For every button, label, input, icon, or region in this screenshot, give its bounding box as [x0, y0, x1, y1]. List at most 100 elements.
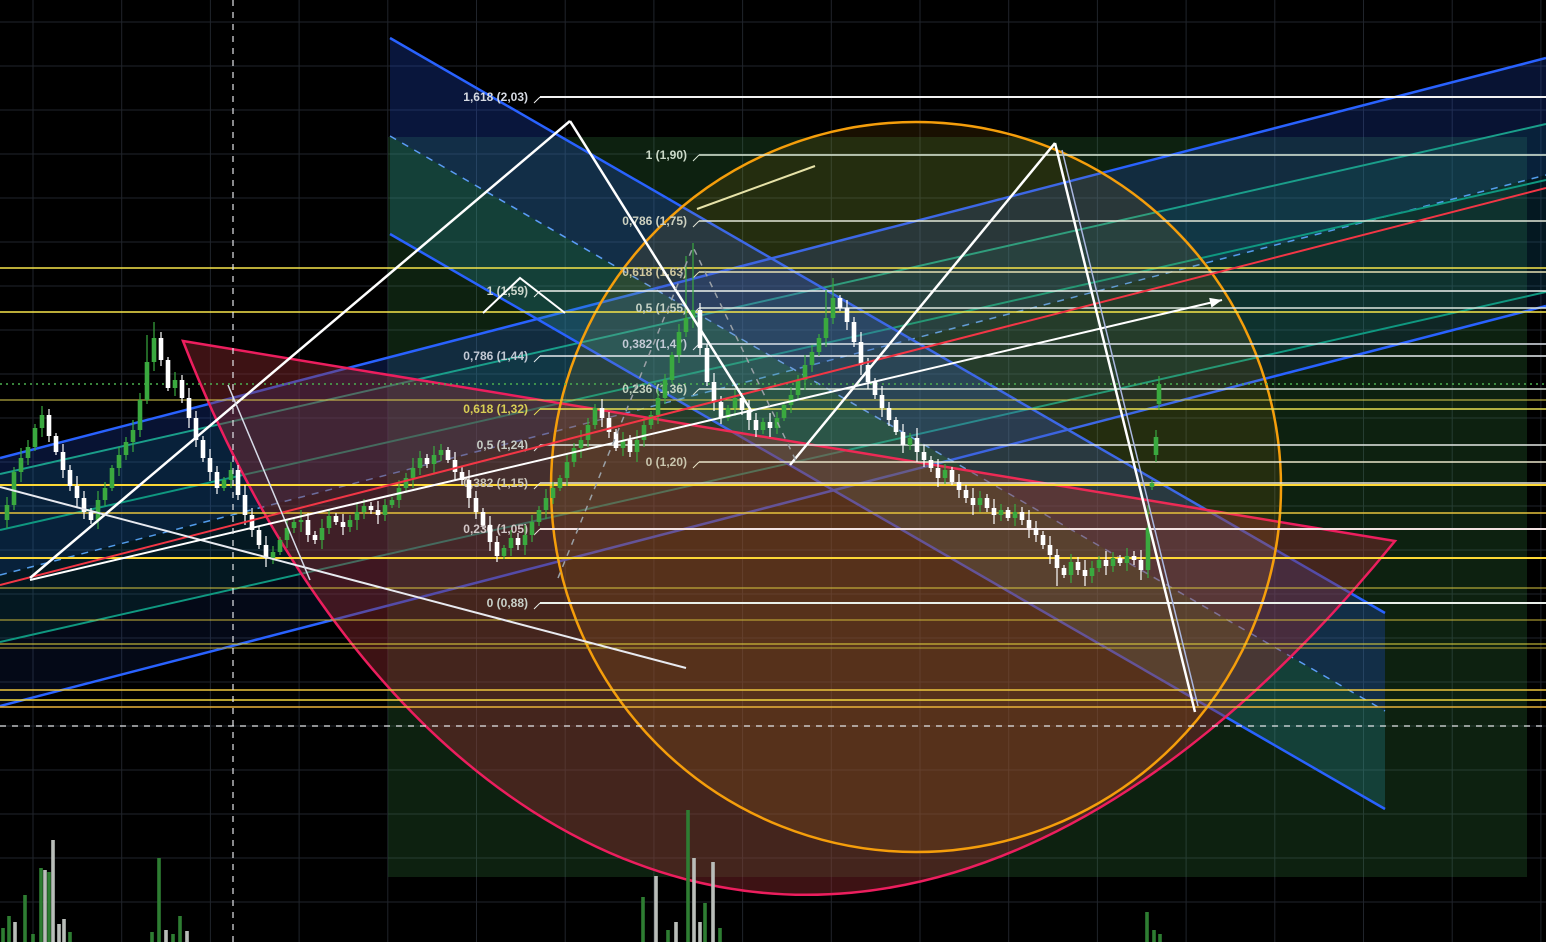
fib-retracement-long[interactable]: 1,618 (2,03)1 (1,59)0,786 (1,44)0,618 (1…: [463, 90, 1546, 610]
fib-level-label: 0 (1,20): [646, 455, 687, 469]
candle-body: [193, 418, 199, 440]
volume-bar: [666, 930, 670, 942]
candle-body: [144, 362, 150, 400]
candle-body: [984, 498, 990, 508]
candle-body: [116, 455, 122, 468]
drawing-shapes[interactable]: [181, 120, 1398, 896]
candle-body: [879, 395, 885, 408]
candle-body: [340, 522, 346, 527]
candle-body: [39, 415, 45, 428]
fib-retracement-short[interactable]: 1 (1,90) 0,786 (1,75) 0,618 (1,63) 0,5 (1,5…: [622, 148, 1546, 469]
candle-body: [1033, 528, 1039, 535]
candle-body: [872, 382, 878, 395]
dashed-gray-zigzag[interactable]: [557, 245, 799, 579]
candle-body: [935, 468, 941, 478]
candle-body: [200, 440, 206, 458]
khaki-line[interactable]: [696, 165, 816, 210]
candle-body: [998, 510, 1004, 515]
descending-blue-channel-line[interactable]: [389, 135, 1386, 712]
candle-body: [655, 398, 661, 415]
candle-body: [1138, 560, 1144, 570]
candle-body: [641, 425, 647, 440]
candle-body: [802, 365, 808, 380]
candle-body: [361, 506, 367, 512]
candle-body: [277, 540, 283, 552]
candle-body: [704, 348, 710, 382]
candle-body: [214, 472, 220, 488]
candle-body: [95, 500, 101, 520]
periwinkle-line[interactable]: [1061, 149, 1199, 707]
candle-body: [494, 542, 500, 556]
teal-channel-line[interactable]: [0, 179, 1546, 531]
candle-body: [347, 520, 353, 527]
candle-body: [473, 498, 479, 512]
fib-level-label: 0,5 (1,55): [636, 301, 687, 315]
crimson-curve[interactable]: [181, 339, 1398, 896]
candle-body: [466, 480, 472, 498]
volume-bar: [641, 897, 645, 942]
candle-body: [1096, 560, 1102, 568]
fib-level-tick: [533, 355, 541, 363]
candle-body: [46, 415, 52, 436]
volume-bar: [711, 862, 715, 942]
fib-level-tick: [692, 220, 700, 228]
candle-body: [886, 408, 892, 420]
descending-blue-channel[interactable]: [389, 36, 1386, 811]
candle-body: [452, 460, 458, 472]
candle-body: [60, 452, 66, 470]
fib-level-label: 1,618 (2,03): [463, 90, 528, 104]
white-triangle-right-down[interactable]: [1053, 142, 1197, 713]
volume-bar: [23, 895, 27, 942]
candle-body: [298, 520, 304, 522]
volume-bar: [171, 934, 175, 942]
candle-body: [172, 380, 178, 388]
volume-bar: [1145, 912, 1149, 942]
candle-body: [284, 528, 290, 540]
candle-body: [130, 430, 136, 442]
candle-body: [1145, 528, 1151, 570]
fib-level-label: 0,618 (1,63): [622, 265, 687, 279]
descending-blue-channel-line[interactable]: [389, 232, 1386, 811]
fib-level-label: 0,382 (1,47): [622, 337, 687, 351]
candle-body: [767, 422, 773, 428]
teal-channel-line[interactable]: [0, 291, 1546, 643]
fib-level-label: 0 (0,88): [487, 596, 528, 610]
white-small-peak[interactable]: [482, 276, 566, 314]
candle-body: [487, 525, 493, 542]
teal-channel-line[interactable]: [0, 123, 1546, 475]
candle-body: [1110, 558, 1116, 566]
fib-level-tick: [692, 388, 700, 396]
white-descending-line[interactable]: [0, 486, 687, 669]
candle-body: [186, 398, 192, 418]
volume-bar: [43, 870, 47, 942]
candle-body: [319, 528, 325, 540]
white-triangle-left-down[interactable]: [568, 120, 754, 413]
candle-body: [564, 462, 570, 478]
white-arrow-line[interactable]: [29, 299, 1223, 581]
ascending-blue-channel-line[interactable]: [0, 174, 1546, 576]
white-steep-segment[interactable]: [227, 384, 311, 581]
candle-body: [1012, 512, 1018, 518]
volume-bar: [47, 872, 51, 942]
trend-lines[interactable]: [0, 120, 1546, 713]
candle-body: [1089, 568, 1095, 576]
ascending-blue-channel-line[interactable]: [0, 304, 1546, 708]
candle-body: [963, 490, 969, 498]
horizontal-lines[interactable]: [0, 267, 1546, 708]
candle-body: [403, 478, 409, 488]
candle-body: [711, 382, 717, 402]
volume-bar: [13, 922, 17, 942]
white-triangle-left-up[interactable]: [29, 120, 571, 579]
volume-bar: [157, 858, 161, 942]
fib-level-label: 0,236 (1,36): [622, 382, 687, 396]
white-triangle-right-up[interactable]: [789, 142, 1056, 466]
candle-body: [1068, 562, 1074, 575]
candle-body: [662, 380, 668, 398]
orange-circle[interactable]: [549, 120, 1283, 854]
fib-level-tick: [692, 271, 700, 279]
red-trendline[interactable]: [0, 187, 1546, 586]
volume-bar: [1152, 930, 1156, 942]
candle-body: [1047, 545, 1053, 555]
